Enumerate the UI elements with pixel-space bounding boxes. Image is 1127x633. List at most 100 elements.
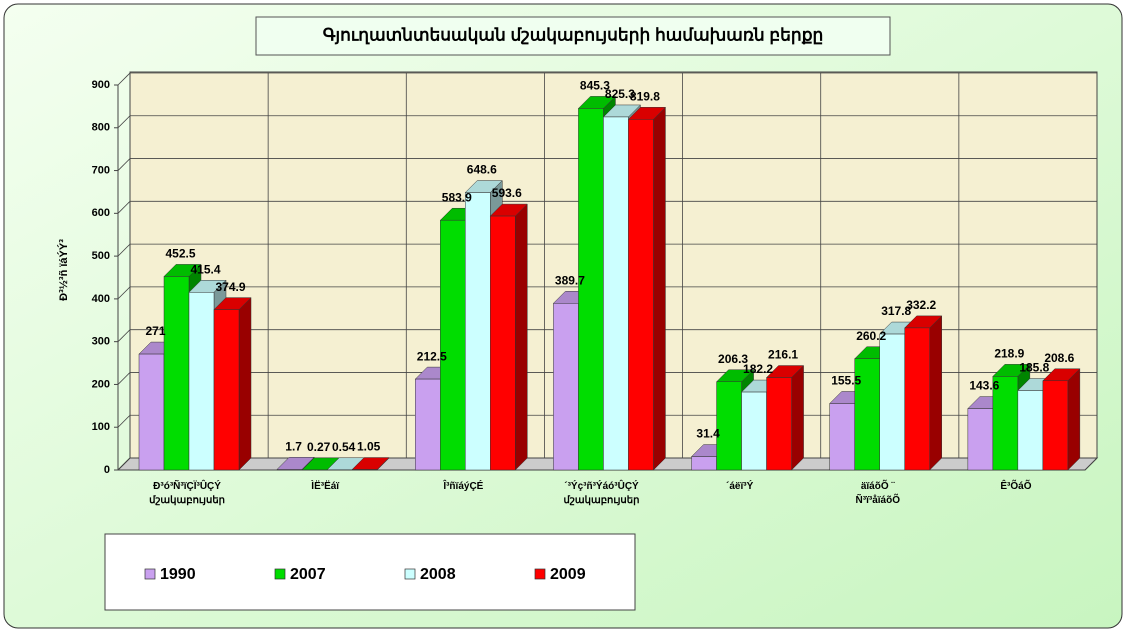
data-label: 374.9 <box>215 280 245 294</box>
bar-front <box>829 403 855 471</box>
data-label: 185.8 <box>1019 361 1049 375</box>
legend-label: 2008 <box>420 566 456 583</box>
data-label: 317.8 <box>881 304 911 318</box>
bar-side <box>1067 368 1081 471</box>
bar-side <box>653 106 666 471</box>
x-tick-label: ÌË³Ëáï <box>311 481 340 492</box>
bar <box>489 203 528 471</box>
grid-line <box>117 201 131 214</box>
y-tick-label: 900 <box>92 79 110 91</box>
legend-swatch <box>534 568 546 580</box>
data-label: 0.54 <box>332 440 356 454</box>
bar <box>213 297 252 471</box>
data-label: 260.2 <box>856 329 886 343</box>
bar <box>351 456 390 471</box>
legend-label: 2007 <box>290 566 326 583</box>
y-axis-label: Ð³½³ñ ïáÝÝ³ <box>57 239 70 301</box>
data-label: 216.1 <box>768 348 798 362</box>
bar-front <box>213 309 240 471</box>
bar-front <box>766 377 792 471</box>
bar-front <box>1042 380 1069 471</box>
data-label: 218.9 <box>994 347 1024 361</box>
data-label: 845.3 <box>580 79 610 93</box>
bar-front <box>603 116 629 471</box>
x-tick-label: Î³ñïáýÇÉ <box>443 481 484 492</box>
bar-front <box>163 276 190 471</box>
grid-line <box>117 243 131 257</box>
legend-swatch <box>144 568 156 580</box>
x-tick-label: ´³Ýç³ñ³Ýáó³ÛÇÝ մշակաբույսեր <box>563 481 640 506</box>
legend-swatch <box>274 568 286 580</box>
data-label: 155.5 <box>831 374 861 388</box>
bar-front <box>879 333 905 471</box>
bar <box>627 106 667 471</box>
data-label: 143.6 <box>969 379 999 393</box>
grid-line <box>117 372 131 385</box>
data-label: 332.2 <box>906 298 936 312</box>
bar-front <box>276 469 303 471</box>
data-label: 271 <box>145 324 165 338</box>
bar-front <box>188 292 215 471</box>
bar-side <box>515 203 528 471</box>
bar-front <box>1017 390 1044 471</box>
y-tick-label: 400 <box>92 293 110 305</box>
bar-front <box>440 219 466 471</box>
x-tick-label: äïáõÕ ¨ Ñ³ï³åïáõÕ <box>855 481 900 506</box>
grid-line <box>117 286 131 300</box>
bar-side <box>238 297 252 471</box>
x-tick-label: Ð³ó³Ñ³ïÇÏ³ÛÇÝ մշակաբույսեր <box>149 481 226 506</box>
data-label: 389.7 <box>555 273 585 287</box>
grid-line <box>117 329 131 342</box>
y-tick-label: 600 <box>92 207 110 219</box>
data-label: 648.6 <box>467 163 497 177</box>
bar-front <box>967 408 994 471</box>
data-label: 825.3 <box>605 87 635 101</box>
legend-swatch <box>404 568 416 580</box>
bar-front <box>465 192 491 471</box>
bar-front <box>415 378 441 471</box>
data-label: 206.3 <box>718 352 748 366</box>
data-label: 212.5 <box>417 349 447 363</box>
y-tick-label: 800 <box>92 122 110 134</box>
legend-box <box>104 533 636 611</box>
grid-line <box>117 115 131 129</box>
y-tick-label: 200 <box>92 378 110 390</box>
grid-line <box>117 158 131 171</box>
data-label: 583.9 <box>442 190 472 204</box>
bar-front <box>553 303 579 471</box>
grid-line <box>117 457 131 471</box>
chart-title: Գյուղատնտեսական մշակաբույսերի համախառն բ… <box>323 25 824 44</box>
title-box <box>255 16 891 56</box>
data-label: 819.8 <box>630 89 660 103</box>
legend-label: 1990 <box>160 566 196 583</box>
bar <box>904 315 943 471</box>
y-tick-label: 500 <box>92 250 110 262</box>
legend-label: 2009 <box>550 566 586 583</box>
data-label: 452.5 <box>165 247 195 261</box>
data-label: 0.27 <box>307 440 331 454</box>
x-tick-label: Ê³ÕáÕ <box>1000 481 1032 492</box>
data-label: 208.6 <box>1044 351 1074 365</box>
data-label: 1.05 <box>357 440 381 454</box>
bar-front <box>138 353 165 471</box>
bar-front <box>741 391 767 471</box>
data-label: 593.6 <box>492 186 522 200</box>
bar <box>1042 368 1081 471</box>
data-label: 31.4 <box>696 427 720 441</box>
bar-front <box>716 381 742 471</box>
bar <box>765 364 805 471</box>
data-label: 415.4 <box>190 262 220 276</box>
data-label: 1.7 <box>285 439 302 453</box>
grid-line <box>117 72 131 86</box>
bar-front <box>904 327 930 471</box>
y-tick-label: 100 <box>92 421 110 433</box>
bar-front <box>691 456 717 471</box>
y-tick-label: 300 <box>92 336 110 348</box>
bar-front <box>578 108 604 471</box>
y-tick-label: 0 <box>104 464 110 476</box>
bar-side <box>791 364 804 471</box>
bar-side <box>929 315 942 471</box>
bar-front <box>628 119 654 471</box>
